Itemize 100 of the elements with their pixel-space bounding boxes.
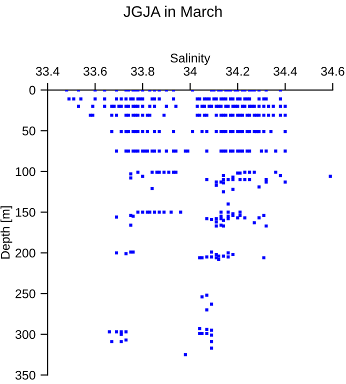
point — [214, 217, 218, 220]
point — [172, 97, 176, 101]
point — [148, 210, 152, 214]
point — [134, 104, 138, 108]
point — [152, 104, 156, 108]
point — [258, 216, 261, 220]
point — [224, 104, 228, 108]
point — [132, 104, 135, 108]
y-tick-label: 150 — [16, 208, 36, 217]
point — [210, 255, 214, 258]
point — [200, 295, 204, 298]
point — [94, 97, 97, 101]
point — [238, 97, 242, 101]
x-tick-label: 34 — [184, 66, 197, 76]
point — [150, 170, 154, 174]
point — [198, 256, 202, 260]
point — [91, 114, 94, 117]
point — [222, 190, 225, 194]
point — [174, 170, 178, 174]
point — [258, 97, 261, 101]
point — [262, 114, 266, 117]
point — [255, 114, 258, 117]
point — [272, 114, 275, 117]
point — [120, 332, 123, 336]
point — [205, 308, 208, 312]
point — [184, 353, 187, 356]
point — [162, 114, 166, 117]
point — [205, 217, 208, 220]
point — [238, 114, 242, 117]
point — [141, 130, 144, 134]
point — [146, 130, 149, 134]
point — [224, 97, 228, 101]
point — [103, 104, 106, 108]
point — [148, 104, 152, 108]
point — [262, 130, 266, 134]
point — [205, 114, 208, 117]
point — [114, 114, 118, 117]
point — [214, 256, 218, 260]
point — [224, 130, 228, 134]
point — [136, 130, 140, 134]
point — [164, 104, 168, 108]
point — [224, 150, 228, 153]
point — [252, 221, 256, 224]
point — [214, 97, 218, 101]
point — [124, 114, 128, 117]
point — [108, 330, 111, 334]
point — [67, 97, 71, 101]
point — [243, 216, 246, 220]
point — [240, 104, 244, 108]
point — [214, 104, 218, 108]
point — [162, 210, 166, 214]
point — [132, 114, 135, 117]
point — [258, 130, 261, 134]
point — [200, 130, 204, 134]
point — [129, 172, 132, 176]
point — [272, 104, 275, 108]
point — [136, 150, 140, 153]
x-tick-label: 34.2 — [226, 66, 250, 76]
point — [238, 214, 242, 217]
point — [205, 130, 208, 134]
point — [205, 294, 208, 297]
point — [141, 114, 144, 117]
point — [210, 104, 214, 108]
point — [152, 97, 156, 101]
point — [284, 104, 287, 108]
point — [222, 254, 225, 258]
point — [126, 130, 130, 134]
point — [214, 220, 218, 224]
point — [124, 104, 128, 108]
point — [269, 130, 272, 134]
point — [226, 104, 230, 108]
point — [208, 97, 211, 101]
x-axis-title: Salinity — [170, 53, 210, 65]
x-tick-label: 33.8 — [130, 66, 154, 76]
point — [214, 180, 218, 184]
point — [264, 150, 268, 153]
point — [198, 114, 202, 117]
x-tick-label: 33.6 — [83, 66, 107, 76]
point — [226, 202, 230, 206]
point — [240, 114, 244, 117]
point — [114, 97, 118, 101]
point — [79, 97, 82, 101]
x-tick-label: 33.4 — [36, 66, 60, 76]
point — [141, 97, 144, 101]
point — [158, 97, 161, 101]
point — [210, 250, 214, 254]
point — [274, 170, 278, 174]
point — [103, 97, 106, 101]
point — [278, 114, 282, 117]
point — [200, 332, 204, 336]
point — [284, 150, 287, 153]
point — [110, 340, 114, 344]
point — [264, 224, 268, 228]
point — [205, 328, 208, 331]
point — [120, 97, 123, 101]
point — [129, 176, 132, 180]
point — [164, 150, 168, 153]
point — [112, 104, 116, 108]
y-tick-label: 50 — [22, 126, 36, 136]
point — [132, 214, 135, 218]
